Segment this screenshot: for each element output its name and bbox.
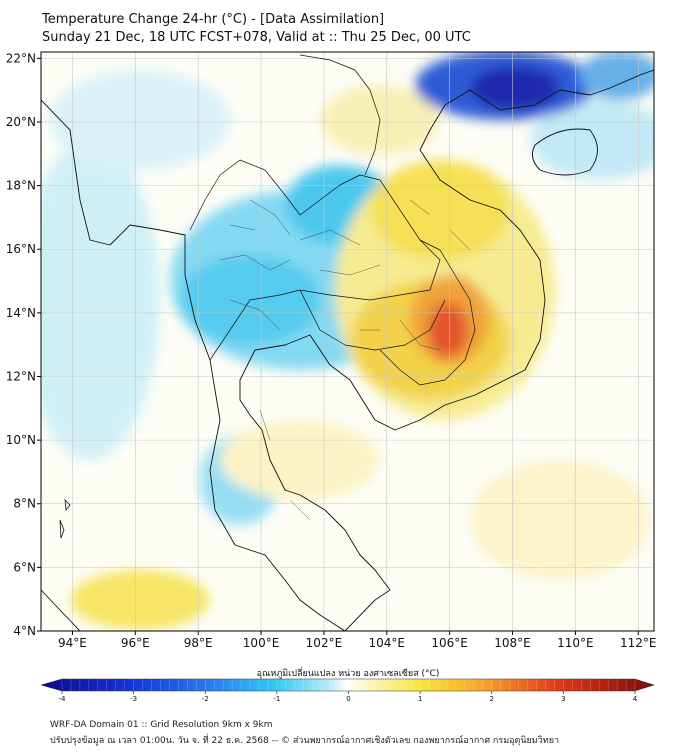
latitude-axis: 4°N 6°N 8°N 10°N 12°N 14°N 16°N 18°N 20°N 22°N <box>6 51 41 638</box>
temperature-field <box>41 52 654 630</box>
lat-tick-label: 20°N <box>6 115 36 129</box>
field-cool-northwest <box>50 70 230 170</box>
lon-tick-label: 96°E <box>121 636 150 650</box>
field-cold-northeast <box>580 52 654 100</box>
lat-tick-label: 18°N <box>6 179 36 193</box>
lon-tick-label: 106°E <box>431 636 468 650</box>
lon-tick-label: 108°E <box>494 636 531 650</box>
hainan-island <box>531 128 598 176</box>
lon-tick-label: 98°E <box>184 636 213 650</box>
colorbar-tick-label: 4 <box>633 695 638 703</box>
field-warm-southeast-sea <box>470 460 650 580</box>
lon-tick-label: 104°E <box>369 636 406 650</box>
coastlines <box>41 54 654 631</box>
colorbar-tick-label: 0 <box>346 695 350 703</box>
field-warm-andaman-south <box>70 570 210 630</box>
field-warm-gulf <box>220 420 380 500</box>
lon-tick-label: 100°E <box>243 636 280 650</box>
field-cold-core <box>470 66 560 110</box>
colorbar-gradient <box>40 678 655 692</box>
gridlines <box>41 52 654 631</box>
chart-subtitle: Sunday 21 Dec, 18 UTC FCST+078, Valid at… <box>42 30 471 45</box>
colorbar-tick-label: 1 <box>418 695 422 703</box>
colorbar-tick-label: -3 <box>130 695 137 703</box>
chart-title: Temperature Change 24-hr (°C) - [Data As… <box>42 12 385 27</box>
provincial-borders <box>219 199 471 521</box>
field-warm-vietnam-central <box>370 160 510 260</box>
field-cool-west-sea <box>41 140 160 460</box>
colorbar-tick-label: 3 <box>561 695 565 703</box>
lon-tick-label: 102°E <box>306 636 343 650</box>
lon-tick-label: 110°E <box>557 636 594 650</box>
lat-tick-label: 4°N <box>13 624 36 638</box>
lat-tick-label: 6°N <box>13 560 36 574</box>
lat-tick-label: 10°N <box>6 433 36 447</box>
sumatra-coast <box>41 589 81 631</box>
footer-resolution: WRF-DA Domain 01 :: Grid Resolution 9km … <box>50 720 273 730</box>
lat-tick-label: 8°N <box>13 497 36 511</box>
lon-tick-label: 94°E <box>58 636 87 650</box>
lat-tick-label: 16°N <box>6 242 36 256</box>
country-borders <box>189 54 476 386</box>
colorbar-tick-label: -1 <box>273 695 280 703</box>
lat-tick-label: 14°N <box>6 306 36 320</box>
colorbar-tick-label: 2 <box>490 695 494 703</box>
colorbar-tick-label: -2 <box>202 695 209 703</box>
colorbar-label: อุณหภูมิเปลี่ยนแปลง หน่วย องศาเซลเซียส (… <box>257 666 440 679</box>
colorbar-tick-label: -4 <box>59 695 67 703</box>
footer-update-credit: ปรับปรุงข้อมูล ณ เวลา 01:00น. วัน จ. ที่… <box>50 736 560 746</box>
lat-tick-label: 12°N <box>6 369 36 383</box>
map-area <box>41 52 654 631</box>
lat-tick-label: 22°N <box>6 51 36 65</box>
field-warm-core-inner <box>428 302 468 358</box>
lon-tick-label: 112°E <box>620 636 657 650</box>
colorbar: -4 -3 -2 -1 0 1 2 3 4 <box>40 678 655 703</box>
map-frame <box>40 51 655 632</box>
longitude-axis: 94°E 96°E 98°E 100°E 102°E 104°E 106°E 108°E 110… <box>58 631 657 650</box>
andaman-islands <box>59 498 71 539</box>
field-cool-south-china-sea <box>530 100 654 180</box>
